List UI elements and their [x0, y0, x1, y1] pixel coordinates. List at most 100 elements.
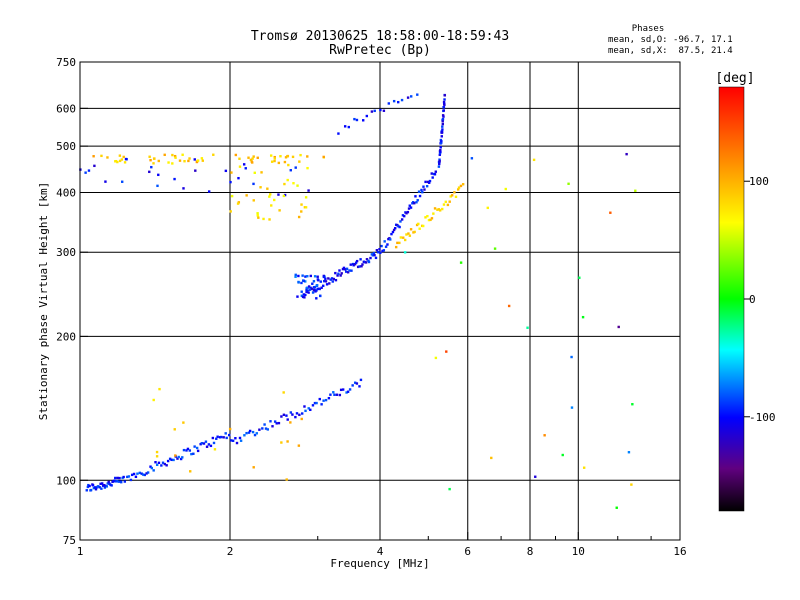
data-point — [157, 461, 161, 464]
data-point — [120, 480, 123, 484]
data-point — [287, 163, 290, 167]
data-point — [236, 202, 240, 205]
data-point — [300, 210, 303, 213]
data-point — [379, 108, 382, 112]
data-point — [341, 267, 345, 271]
data-point — [235, 441, 239, 445]
data-point — [259, 186, 262, 189]
data-point — [442, 100, 446, 104]
data-point — [243, 434, 246, 437]
colorbar-ticks: 100 0 -100 — [744, 175, 776, 424]
y-tick-label: 75 — [63, 534, 76, 547]
data-point — [278, 209, 281, 212]
data-point — [238, 157, 241, 160]
data-point — [312, 280, 316, 283]
data-point — [324, 398, 328, 402]
data-point — [470, 157, 474, 160]
data-point — [338, 269, 341, 272]
data-point — [300, 203, 303, 206]
data-point — [251, 157, 254, 160]
data-point — [532, 158, 536, 162]
data-point — [493, 247, 497, 250]
data-point — [157, 173, 160, 177]
data-point — [270, 204, 273, 207]
data-point — [403, 238, 407, 242]
data-point — [373, 109, 376, 113]
data-point — [283, 193, 287, 197]
data-point — [120, 180, 124, 183]
data-point — [286, 178, 289, 182]
data-point — [193, 158, 196, 161]
data-point — [245, 194, 248, 197]
data-point — [335, 393, 339, 396]
data-point — [359, 258, 362, 261]
y-tick-label: 750 — [56, 56, 76, 69]
data-point — [453, 191, 456, 194]
data-point — [570, 406, 574, 409]
data-point — [251, 161, 254, 164]
data-point — [283, 182, 286, 186]
y-tick-label: 100 — [56, 474, 76, 487]
data-point — [399, 220, 402, 223]
data-point — [113, 479, 116, 482]
data-point — [100, 154, 103, 158]
data-point — [99, 482, 102, 486]
data-point — [237, 176, 240, 180]
data-point — [413, 202, 416, 205]
data-point — [446, 203, 450, 207]
data-point — [339, 274, 342, 277]
data-point — [374, 256, 378, 260]
data-point — [401, 214, 405, 217]
data-point — [442, 109, 445, 112]
data-point — [116, 476, 119, 480]
data-point — [158, 387, 161, 391]
data-point — [297, 274, 300, 278]
data-point — [103, 483, 106, 487]
data-point — [207, 190, 211, 193]
data-point — [182, 187, 185, 190]
data-point — [129, 478, 133, 482]
phase-stats-x: mean, sd,X: 87.5, 21.4 — [608, 46, 733, 56]
data-point — [306, 289, 309, 293]
data-point — [422, 185, 425, 188]
data-point — [264, 427, 268, 430]
data-point — [161, 461, 165, 464]
data-point — [97, 485, 100, 488]
data-point — [86, 485, 90, 489]
data-point — [364, 261, 368, 264]
colorbar-tick-label: 0 — [749, 293, 756, 306]
data-point — [149, 158, 152, 162]
data-point — [172, 458, 175, 462]
data-point — [399, 236, 403, 239]
data-point — [105, 485, 108, 488]
data-point — [312, 288, 316, 292]
phase-colorbar: [deg] 100 0 -100 — [715, 71, 776, 512]
data-point — [303, 405, 306, 408]
data-point — [306, 155, 309, 158]
data-point — [92, 486, 96, 490]
data-point — [434, 356, 438, 360]
data-point — [418, 194, 422, 198]
data-point — [459, 184, 463, 188]
data-point — [286, 440, 289, 443]
data-point — [300, 417, 303, 421]
data-point — [352, 264, 355, 267]
data-point — [270, 160, 274, 163]
data-point — [315, 401, 318, 405]
data-point — [313, 275, 317, 278]
data-point — [356, 265, 360, 269]
data-point — [581, 315, 585, 319]
data-point — [319, 280, 322, 283]
data-point — [196, 159, 200, 162]
data-point — [301, 295, 305, 299]
data-point — [417, 222, 420, 226]
data-point — [625, 152, 628, 156]
data-point — [280, 415, 283, 418]
data-point — [252, 155, 255, 158]
data-point — [201, 159, 205, 162]
chart-title: Tromsø 20130625 18:58:00-18:59:43 RwPret… — [251, 29, 509, 58]
data-point — [417, 190, 421, 193]
data-point — [168, 457, 172, 461]
data-point — [405, 233, 408, 236]
data-point — [343, 268, 347, 271]
